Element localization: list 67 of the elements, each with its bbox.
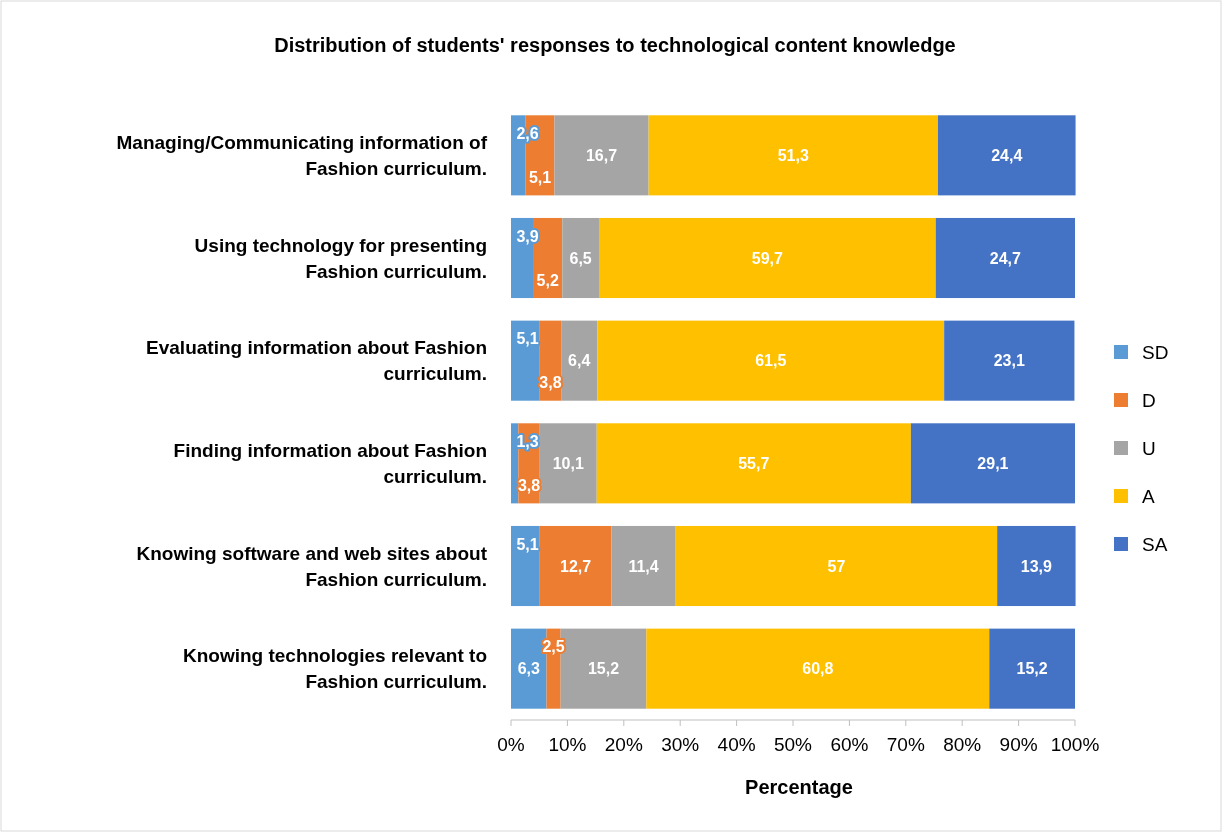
x-tick-label: 20%: [604, 734, 643, 755]
x-tick-label: 40%: [717, 734, 756, 755]
data-label: 6,3: [517, 660, 540, 678]
x-tick-label: 70%: [886, 734, 925, 755]
data-label: 5,2: [536, 271, 559, 289]
data-label: 15,2: [587, 660, 620, 678]
bar: [997, 525, 1076, 607]
bar: [937, 115, 1076, 196]
data-label: 6,5: [569, 249, 592, 267]
bar: [539, 525, 612, 607]
x-tick-label: 90%: [999, 734, 1038, 755]
data-label: 60,8: [802, 660, 834, 678]
x-tick-label: 30%: [661, 734, 700, 755]
data-label: 15,2: [1016, 660, 1048, 678]
bar: [611, 525, 676, 607]
data-label: 55,7: [738, 454, 770, 472]
bar: [935, 217, 1075, 299]
y-tick-label: Managing/Communicating information of Fashion curriculum.: [116, 131, 488, 179]
y-tick-label: Using technology for presenting Fashion curriculum.: [194, 234, 487, 282]
x-axis-title: Percentage: [745, 776, 853, 798]
x-tick-label: 100%: [1050, 734, 1100, 755]
data-label: 5,1: [528, 168, 552, 186]
chart-title: Distribution of students' responses to technological content knowledge: [274, 34, 956, 56]
bar: [596, 423, 911, 504]
data-label: 29,1: [977, 454, 1009, 472]
x-tick-label: 0%: [497, 734, 525, 755]
bar: [989, 628, 1075, 709]
y-tick-label: Evaluating information about Fashion curriculum.: [146, 337, 487, 385]
bar: [561, 320, 598, 401]
data-label: 5,1: [516, 535, 539, 553]
x-tick-label: 50%: [773, 734, 813, 755]
y-tick-label: Finding information about Fashion curriculum.: [173, 439, 487, 487]
bar: [554, 115, 649, 196]
data-label: 16,7: [585, 146, 618, 164]
legend-label: SA: [1142, 533, 1168, 555]
bar: [944, 320, 1075, 401]
data-label: 6,4: [568, 352, 591, 370]
data-label: 12,7: [560, 557, 592, 575]
data-label: 23,1: [993, 352, 1025, 370]
x-tick-label: 10%: [548, 734, 587, 755]
data-label: 61,5: [755, 352, 787, 370]
legend-label: A: [1142, 485, 1155, 507]
legend-label: SD: [1142, 341, 1169, 363]
bar: [910, 423, 1075, 504]
data-label: 3,8: [517, 476, 541, 494]
data-label: 24,7: [989, 249, 1022, 267]
x-tick-label: 60%: [830, 734, 869, 755]
x-tick-label: 80%: [943, 734, 982, 755]
data-label: 11,4: [628, 557, 659, 575]
bar: [597, 320, 945, 401]
data-label: 5,1: [516, 330, 539, 348]
bar: [562, 217, 599, 299]
bar: [648, 115, 938, 196]
legend-label: D: [1142, 389, 1156, 411]
data-label: 51,3: [777, 146, 809, 164]
data-label: 59,7: [751, 249, 784, 267]
bar: [646, 628, 990, 709]
bar: [598, 217, 936, 299]
y-tick-label: Knowing technologies relevant to Fashion curriculum.: [182, 645, 487, 693]
y-tick-label: Knowing software and web sites about Fashion curriculum.: [136, 542, 488, 590]
data-label: 24,4: [991, 146, 1023, 164]
bar: [539, 423, 597, 504]
bar: [675, 525, 998, 607]
data-label: 57: [827, 557, 846, 575]
data-label: 10,1: [552, 454, 584, 472]
legend-label: U: [1142, 437, 1156, 459]
data-label: 13,9: [1020, 557, 1053, 575]
